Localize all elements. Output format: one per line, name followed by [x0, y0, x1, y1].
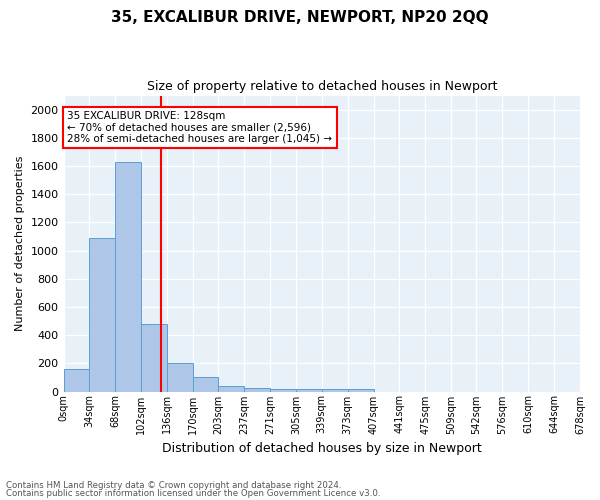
Bar	[89, 238, 115, 392]
Y-axis label: Number of detached properties: Number of detached properties	[15, 156, 25, 331]
Bar	[244, 388, 270, 392]
Text: Contains HM Land Registry data © Crown copyright and database right 2024.: Contains HM Land Registry data © Crown c…	[6, 481, 341, 490]
Bar	[141, 324, 167, 392]
Title: Size of property relative to detached houses in Newport: Size of property relative to detached ho…	[146, 80, 497, 93]
Bar	[322, 390, 347, 392]
X-axis label: Distribution of detached houses by size in Newport: Distribution of detached houses by size …	[162, 442, 482, 455]
Bar	[64, 369, 89, 392]
Bar	[218, 386, 244, 392]
Bar	[296, 390, 322, 392]
Text: Contains public sector information licensed under the Open Government Licence v3: Contains public sector information licen…	[6, 488, 380, 498]
Bar	[270, 390, 296, 392]
Bar	[167, 364, 193, 392]
Text: 35, EXCALIBUR DRIVE, NEWPORT, NP20 2QQ: 35, EXCALIBUR DRIVE, NEWPORT, NP20 2QQ	[111, 10, 489, 25]
Bar	[193, 378, 218, 392]
Bar	[115, 162, 141, 392]
Text: 35 EXCALIBUR DRIVE: 128sqm
← 70% of detached houses are smaller (2,596)
28% of s: 35 EXCALIBUR DRIVE: 128sqm ← 70% of deta…	[67, 111, 332, 144]
Bar	[347, 388, 374, 392]
